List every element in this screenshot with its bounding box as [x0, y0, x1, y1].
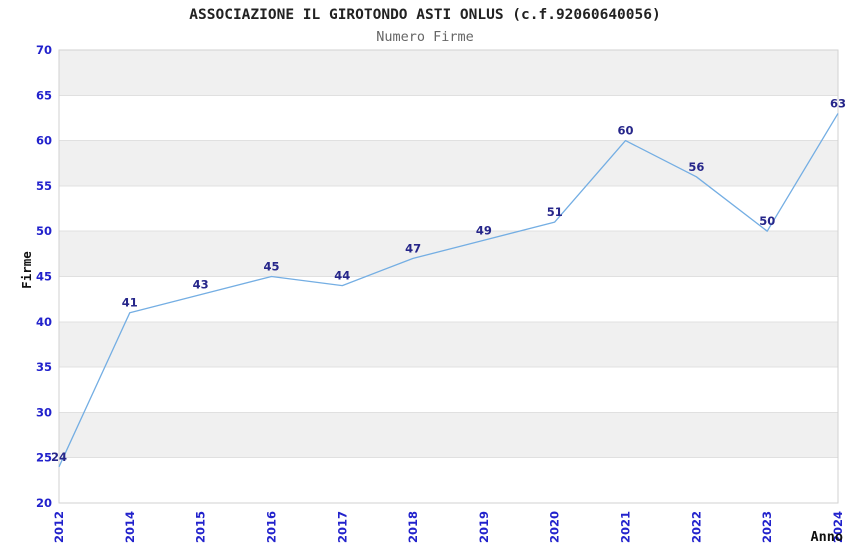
data-label: 44 — [334, 269, 350, 283]
data-label: 51 — [547, 205, 563, 219]
y-axis-title: Firme — [19, 251, 34, 289]
plot-band — [59, 50, 838, 96]
y-tick-label: 55 — [36, 179, 52, 193]
x-tick-label: 2014 — [123, 511, 137, 543]
plot-band — [59, 140, 838, 186]
data-label: 49 — [476, 223, 492, 237]
data-label: 63 — [830, 96, 846, 110]
data-label: 47 — [405, 241, 421, 255]
series-line — [58, 113, 839, 468]
x-tick-label: 2018 — [406, 511, 420, 543]
x-axis-title: Anno — [810, 529, 843, 545]
x-tick-label: 2024 — [831, 511, 845, 543]
x-tick-label: 2016 — [265, 511, 279, 543]
y-tick-label: 60 — [36, 134, 52, 148]
chart-title: ASSOCIAZIONE IL GIROTONDO ASTI ONLUS (c.… — [189, 7, 661, 23]
data-label: 41 — [122, 296, 138, 310]
plot-band — [59, 412, 838, 458]
data-label: 45 — [263, 260, 279, 274]
y-tick-label: 50 — [36, 224, 52, 238]
y-tick-label: 45 — [36, 270, 52, 284]
data-label: 24 — [51, 450, 67, 464]
y-tick-label: 20 — [36, 496, 52, 510]
y-tick-label: 30 — [36, 405, 52, 419]
y-tick-label: 25 — [36, 451, 52, 465]
plot-band — [59, 321, 838, 368]
x-tick-label: 2012 — [52, 511, 66, 543]
plot-border — [58, 49, 839, 504]
x-tick-label: 2023 — [760, 511, 774, 543]
y-tick-label: 70 — [36, 43, 52, 57]
x-tick-label: 2019 — [477, 511, 491, 543]
data-label: 50 — [759, 214, 775, 228]
data-label: 60 — [617, 124, 633, 138]
data-label: 43 — [193, 278, 209, 292]
x-tick-label: 2020 — [548, 511, 562, 543]
chart-subtitle: Numero Firme — [376, 29, 474, 45]
plot-band — [59, 231, 838, 277]
x-tick-label: 2021 — [619, 511, 633, 543]
x-tick-label: 2022 — [689, 511, 703, 543]
y-tick-label: 35 — [36, 360, 52, 374]
data-label: 56 — [688, 160, 704, 174]
y-tick-label: 40 — [36, 315, 52, 329]
x-tick-label: 2015 — [194, 511, 208, 543]
y-tick-label: 65 — [36, 88, 52, 102]
x-tick-label: 2017 — [335, 511, 349, 543]
